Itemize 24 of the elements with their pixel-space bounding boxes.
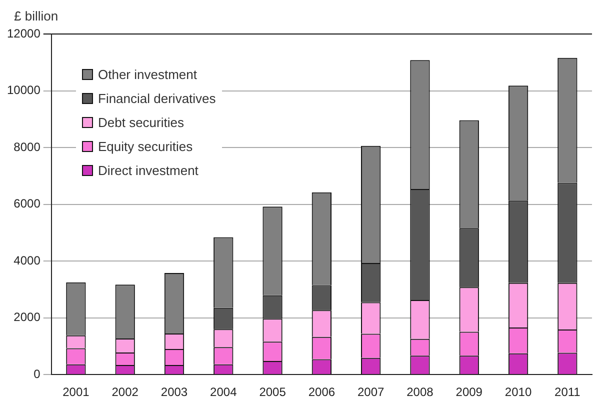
legend-label: Debt securities	[98, 114, 184, 130]
x-tick-label: 2003	[160, 385, 188, 400]
legend-label: Financial derivatives	[98, 90, 216, 106]
x-tick-label: 2006	[308, 385, 336, 400]
x-tick-label: 2001	[62, 385, 90, 400]
x-tick-label: 2008	[406, 385, 434, 400]
legend-label: Other investment	[98, 66, 197, 82]
y-tick-label: 2000	[14, 310, 41, 324]
legend-label: Direct investment	[98, 162, 198, 178]
x-tick-label: 2004	[210, 385, 238, 400]
y-tick-label: 8000	[14, 140, 41, 154]
x-tick-label: 2010	[504, 385, 532, 400]
y-tick-label: 6000	[14, 196, 41, 211]
y-tick-label: 4000	[14, 253, 41, 268]
x-tick-label: 2009	[456, 385, 483, 400]
x-tick-label: 2007	[357, 385, 385, 400]
x-tick-label: 2011	[554, 385, 581, 400]
y-tick-label: 12000	[6, 26, 41, 40]
x-tick-label: 2002	[112, 385, 139, 400]
y-tick-label: 10000	[6, 83, 41, 98]
y-axis-title: £ billion	[14, 8, 58, 24]
legend-label: Equity securities	[98, 138, 193, 154]
x-tick-label: 2005	[259, 385, 286, 400]
y-tick-label: 0	[34, 366, 41, 381]
